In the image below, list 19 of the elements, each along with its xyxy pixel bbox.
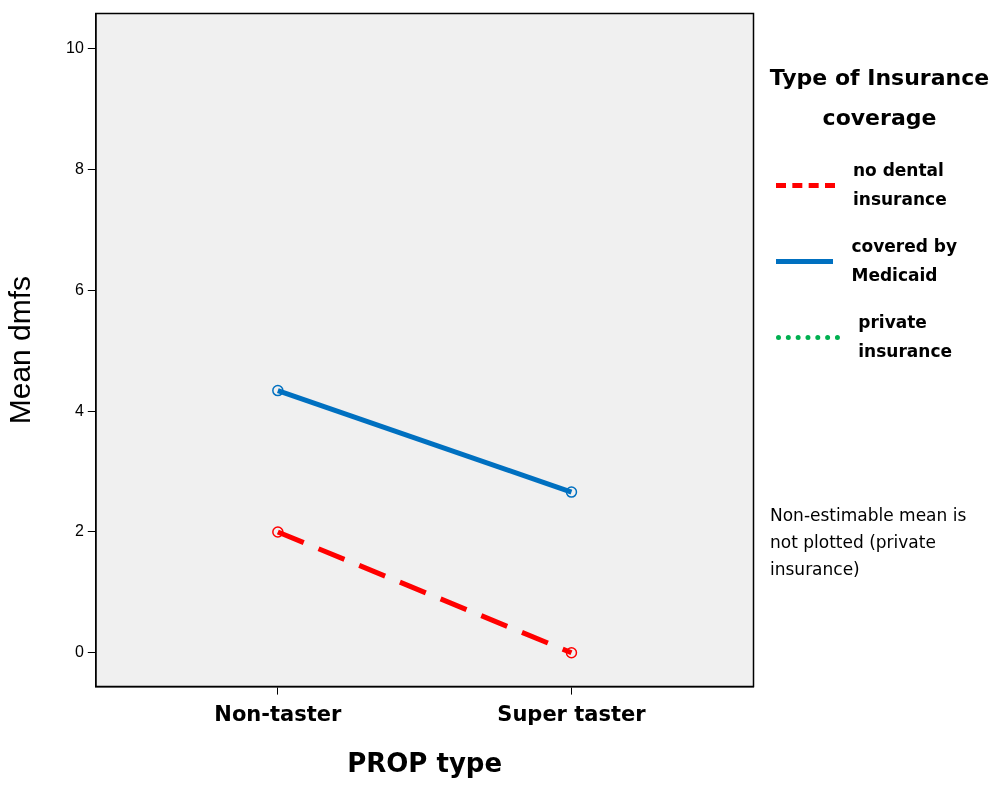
legend-label: covered by Medicaid [851,235,959,287]
point [565,486,578,498]
y-tick-label: 6 [74,280,84,298]
y-tick-label: 0 [74,643,84,661]
point [565,647,578,659]
legend-label: private insurance [858,311,953,363]
x-tick-label: Non-taster [214,701,342,726]
legend-title: Type of Insurance coverage [768,64,991,132]
y-tick-label: 2 [74,522,84,540]
y-tick-label: 4 [74,401,84,419]
y-tick-label: 8 [74,159,84,177]
text: Non-estimable mean is not plotted (private insurance) [770,504,968,581]
y-axis-title: Mean dmfs [3,275,37,425]
point [272,384,284,397]
x-axis-title: PROP type [347,748,503,779]
legend-label: no dental insurance [852,159,948,211]
point [272,526,284,538]
x-tick-label: Super taster [497,701,647,726]
y-tick-label: 10 [66,39,84,57]
